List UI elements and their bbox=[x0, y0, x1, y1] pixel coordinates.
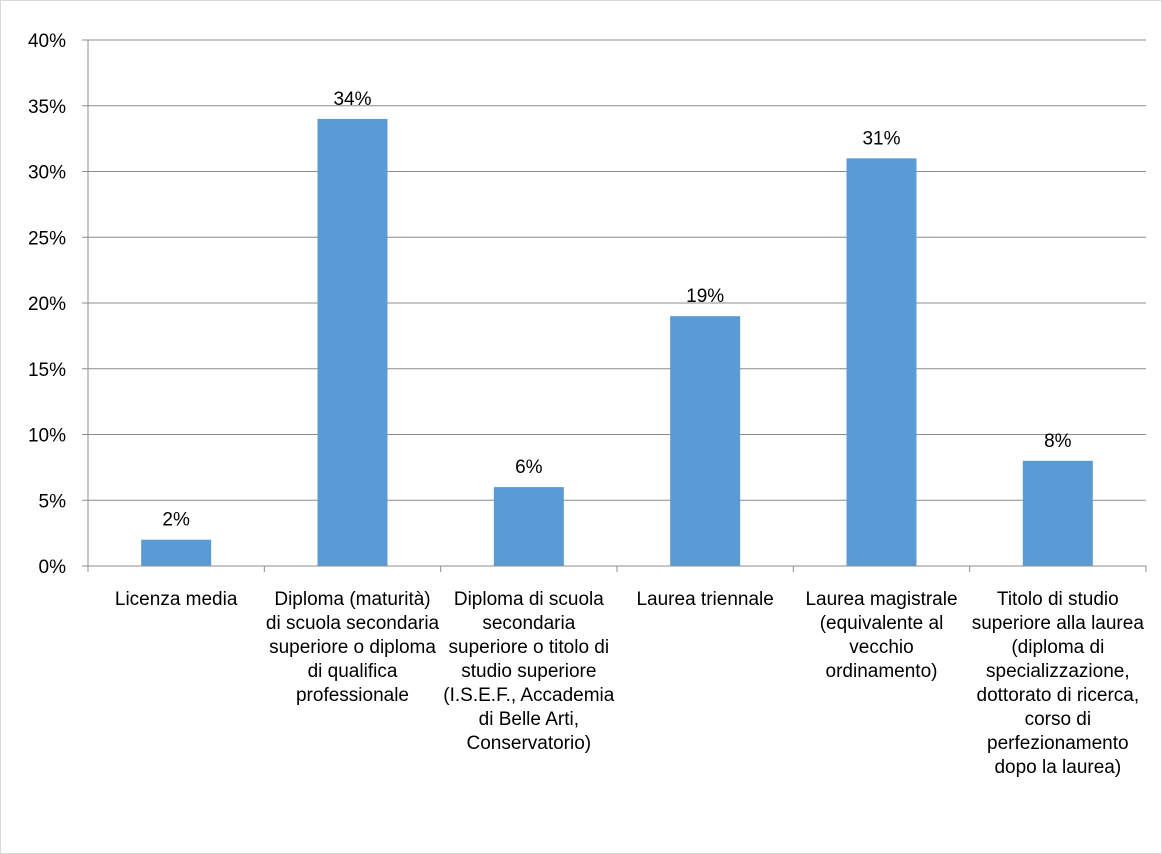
bar bbox=[141, 539, 212, 566]
data-label: 2% bbox=[162, 510, 190, 531]
y-tick-label: 25% bbox=[28, 228, 66, 249]
y-tick-label: 35% bbox=[28, 97, 66, 118]
data-labels: 2% 34% 6% 19% 31% 8% bbox=[162, 89, 1071, 531]
x-category-label: Laurea magistrale (equivalente al vecchi… bbox=[805, 589, 958, 682]
y-tick-label: 15% bbox=[28, 360, 66, 381]
x-category-label: Diploma (maturità) di scuola secondaria … bbox=[265, 589, 440, 706]
data-label: 34% bbox=[333, 89, 371, 110]
bar bbox=[493, 487, 564, 566]
y-axis-tick-labels: 0% 5% 10% 15% 20% 25% 30% 35% 40% bbox=[28, 31, 66, 578]
data-label: 6% bbox=[515, 457, 543, 478]
y-tick-label: 40% bbox=[28, 31, 66, 52]
bar bbox=[1022, 460, 1093, 566]
x-category-label: Laurea triennale bbox=[636, 589, 774, 610]
bars bbox=[141, 118, 1093, 567]
x-category-label: Titolo di studio superiore alla laurea (… bbox=[971, 589, 1144, 778]
y-tick-label: 20% bbox=[28, 294, 66, 315]
x-category-label: Licenza media bbox=[114, 589, 238, 610]
data-label: 31% bbox=[862, 128, 900, 149]
x-category-label: Diploma di scuola secondaria superiore o… bbox=[443, 589, 615, 754]
y-tick-label: 30% bbox=[28, 163, 66, 184]
y-tick-label: 5% bbox=[39, 491, 67, 512]
data-label: 19% bbox=[686, 286, 724, 307]
bar bbox=[846, 158, 917, 566]
data-label: 8% bbox=[1044, 431, 1072, 452]
y-tick-label: 10% bbox=[28, 426, 66, 447]
bar bbox=[317, 118, 388, 567]
y-tick-label: 0% bbox=[39, 557, 67, 578]
gridlines bbox=[82, 39, 1147, 572]
bar bbox=[670, 316, 741, 566]
